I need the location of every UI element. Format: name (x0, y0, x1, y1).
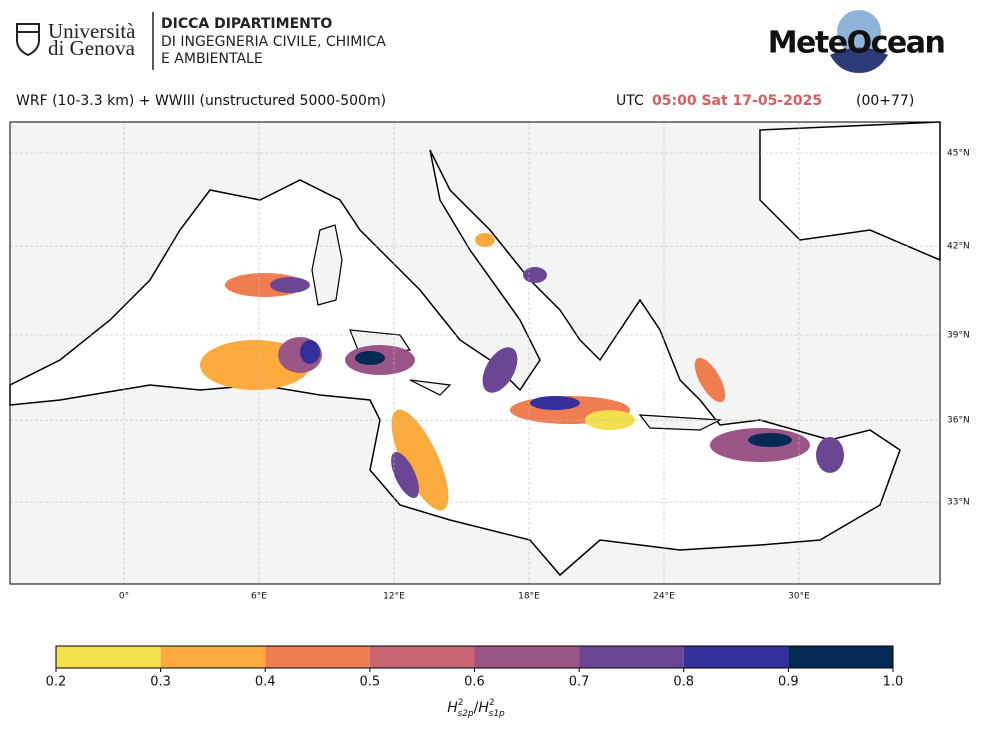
sub: s2p (458, 709, 474, 719)
sup: 2 (458, 698, 464, 708)
tick-label: 0.7 (569, 675, 590, 690)
color-bin (369, 646, 475, 668)
logo-text: MeteOcean (768, 26, 945, 61)
unige-logo: Università di Genova DICCA DIPARTIMENTO … (16, 12, 386, 70)
colorbar: 0.2 0.3 0.4 0.5 0.6 0.7 0.8 0.9 1.0 (46, 645, 904, 690)
island (311, 224, 723, 431)
tick-label: 1.0 (883, 675, 904, 690)
color-bin (579, 646, 684, 668)
tick-label: 0.3 (150, 675, 171, 690)
lon-label: 18°E (518, 592, 540, 602)
color-bin (683, 646, 789, 668)
tick-label: 0.4 (255, 675, 276, 690)
sea (9, 149, 901, 577)
color-bin (160, 646, 266, 668)
symbol: H (478, 700, 489, 716)
tick-label: 0.6 (464, 675, 485, 690)
sup: 2 (489, 698, 495, 708)
color-bin (788, 646, 893, 668)
separator: / (474, 700, 479, 716)
wave-fields (200, 233, 844, 511)
lead-time: (00+77) (856, 93, 914, 109)
lat-label: 33°N (947, 498, 970, 508)
forecast-time: 05:00 Sat 17-05-2025 (652, 93, 822, 109)
lat-label: 42°N (947, 242, 970, 252)
lon-label: 24°E (653, 592, 675, 602)
lon-label: 30°E (788, 592, 810, 602)
color-bin (265, 646, 370, 668)
utc-label: UTC (616, 93, 644, 109)
tick-label: 0.9 (778, 675, 799, 690)
symbol: H (447, 700, 458, 716)
tick-label: 0.5 (360, 675, 381, 690)
color-bin (474, 646, 580, 668)
lat-label: 45°N (947, 149, 970, 159)
university-name: di Genova (48, 36, 136, 60)
department: DICCA DIPARTIMENTO (161, 16, 332, 32)
lon-label: 6°E (251, 592, 267, 602)
map-frame (9, 121, 941, 585)
tick-label: 0.2 (46, 675, 67, 690)
lon-label: 12°E (383, 592, 405, 602)
colorbar-label: H2 s2p/H2 s1p (447, 698, 505, 719)
department: E AMBIENTALE (161, 51, 263, 67)
lat-label: 36°N (947, 416, 970, 426)
lon-label: 0° (119, 592, 129, 602)
lat-label: 39°N (947, 330, 970, 340)
tick-label: 0.8 (673, 675, 694, 690)
model-info: WRF (10-3.3 km) + WWIII (unstructured 50… (16, 93, 386, 109)
map (9, 121, 941, 585)
university-name: Università (48, 19, 136, 43)
meteocean-logo: MeteOcean (768, 10, 946, 73)
department: DI INGEGNERIA CIVILE, CHIMICA (161, 34, 386, 50)
color-bin (56, 646, 161, 668)
shield (16, 23, 40, 57)
sub: s1p (489, 709, 505, 719)
